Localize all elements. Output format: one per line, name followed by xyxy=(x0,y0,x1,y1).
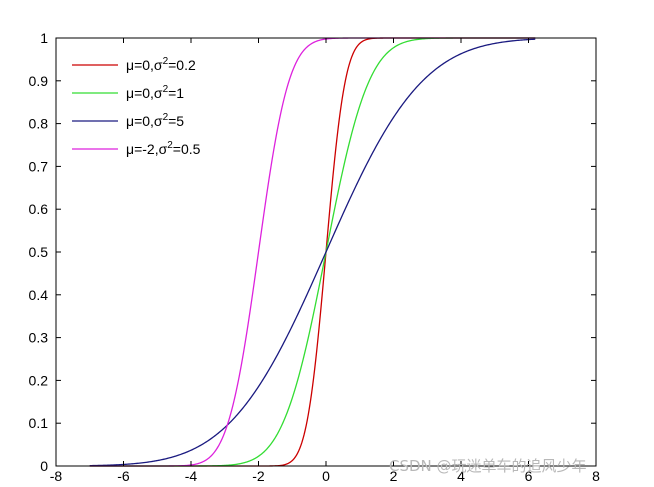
x-tick-label: 8 xyxy=(592,468,600,484)
y-tick-label: 0.2 xyxy=(29,372,49,388)
y-tick-label: 0.5 xyxy=(29,244,49,260)
watermark-text: CSDN @玩迷单车的追风少年 xyxy=(389,457,587,475)
x-tick-label: -4 xyxy=(185,468,198,484)
x-tick-label: 4 xyxy=(457,468,465,484)
y-tick-label: 0.9 xyxy=(29,73,49,89)
x-tick-label: -6 xyxy=(117,468,130,484)
x-tick-label: -2 xyxy=(252,468,265,484)
y-tick-label: 1 xyxy=(40,30,48,46)
legend-label-4: μ=-2,σ2=0.5 xyxy=(126,140,201,157)
x-tick-label: 0 xyxy=(322,468,330,484)
y-tick-label: 0.8 xyxy=(29,116,49,132)
y-tick-label: 0 xyxy=(40,458,48,474)
y-tick-label: 0.7 xyxy=(29,158,49,174)
y-tick-label: 0.1 xyxy=(29,415,49,431)
legend: μ=0,σ2=0.2 μ=0,σ2=1 μ=0,σ2=5 μ=-2,σ2=0.5 xyxy=(72,56,201,157)
ticks-layer: -8 -6 -4 -2 0 2 4 6 8 0 0.1 0.2 0.3 0.4 0.5 0.6 0.7 0.8 0.… xyxy=(29,30,601,484)
legend-label-1: μ=0,σ2=0.2 xyxy=(126,56,196,73)
y-tick-label: 0.6 xyxy=(29,201,49,217)
x-tick-label: 6 xyxy=(525,468,533,484)
y-tick-label: 0.3 xyxy=(29,330,49,346)
x-tick-label: -8 xyxy=(50,468,63,484)
y-tick-label: 0.4 xyxy=(29,287,49,303)
legend-label-3: μ=0,σ2=5 xyxy=(126,112,184,129)
x-tick-label: 2 xyxy=(390,468,398,484)
series-line-3 xyxy=(89,38,536,467)
legend-label-2: μ=0,σ2=1 xyxy=(126,84,184,101)
